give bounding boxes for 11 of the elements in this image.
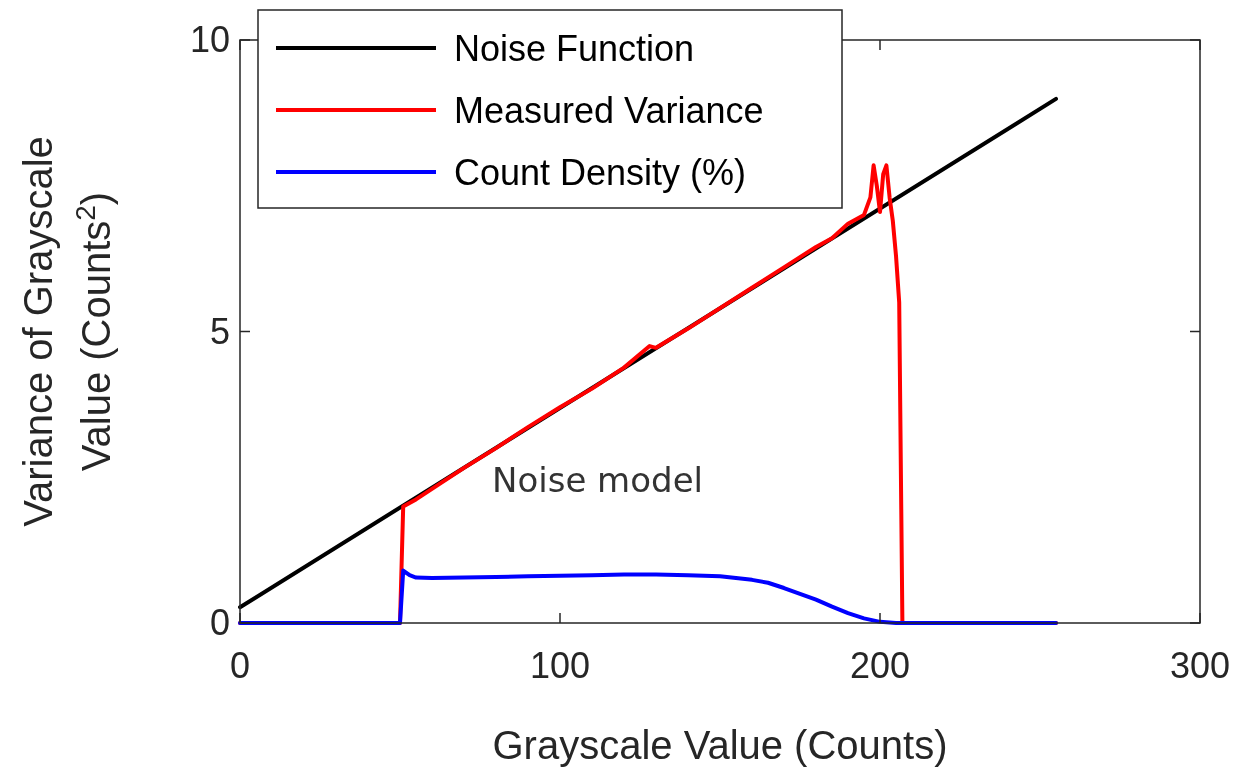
y-tick-label: 10 <box>189 19 230 60</box>
legend-label: Noise Function <box>454 28 695 69</box>
annotation: Noise model <box>492 460 703 500</box>
x-tick-label: 300 <box>1169 645 1231 686</box>
legend-label: Measured Variance <box>454 90 764 131</box>
y-tick-label: 5 <box>209 310 230 352</box>
x-axis-title: Grayscale Value (Counts) <box>492 723 948 767</box>
legend-label: Count Density (%) <box>454 152 747 193</box>
x-tick-label: 200 <box>849 645 911 686</box>
y-tick-label: 0 <box>209 602 230 643</box>
x-tick-label: 100 <box>529 645 591 686</box>
